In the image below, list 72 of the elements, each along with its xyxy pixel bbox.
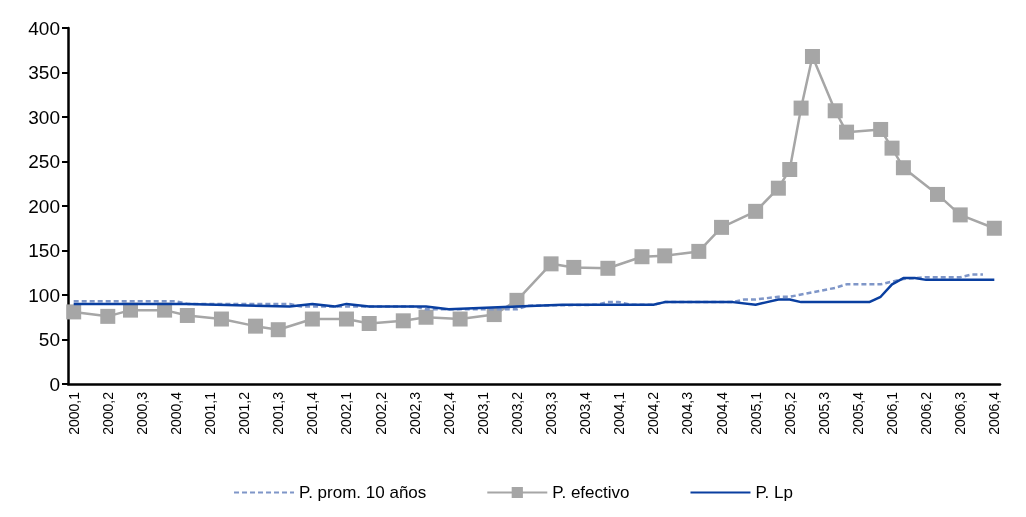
x-tick-label: 2004,2: [645, 391, 662, 435]
x-tick-label: 2006,2: [918, 391, 935, 435]
x-tick-label: 2001,3: [270, 391, 287, 435]
point: [884, 140, 900, 156]
point: [543, 256, 559, 272]
point: [179, 307, 195, 323]
x-tick-label: 2005,2: [781, 391, 798, 435]
point: [714, 219, 730, 235]
x-tick-label: 2000,2: [99, 391, 116, 435]
point: [929, 186, 945, 202]
point: [793, 100, 809, 116]
y-tick-label: 150: [28, 240, 60, 261]
x-tick-label: 2006,3: [952, 391, 969, 435]
x-tick-label: 2005,3: [815, 391, 832, 435]
point: [304, 311, 320, 327]
x-tick-label: 2005,4: [849, 391, 866, 435]
point: [600, 260, 616, 276]
y-tick-label: 350: [28, 62, 60, 83]
y-tick-label: 0: [49, 373, 60, 395]
point: [952, 207, 968, 223]
point: [691, 243, 707, 259]
point: [895, 160, 911, 176]
point: [361, 315, 377, 331]
point: [986, 220, 1002, 236]
point: [66, 304, 82, 320]
y-tick-label: 200: [28, 195, 60, 217]
y-tick-label: 300: [28, 106, 60, 128]
point: [839, 124, 855, 140]
x-tick-label: 2006,1: [884, 391, 901, 435]
point: [566, 259, 582, 275]
point: [338, 311, 354, 327]
legend-label: P. prom. 10 años: [299, 483, 427, 502]
x-tick-label: 2000,3: [133, 391, 150, 435]
point: [827, 103, 843, 119]
x-tick-label: 2001,1: [202, 391, 219, 435]
point: [657, 248, 673, 264]
x-tick-label: 2000,4: [167, 391, 184, 435]
y-tick-label: 250: [28, 151, 60, 172]
y-tick-label: 400: [28, 17, 60, 39]
point: [248, 318, 264, 334]
legend-label: P. efectivo: [552, 483, 630, 502]
point: [782, 162, 798, 178]
x-tick-label: 2004,1: [611, 391, 628, 435]
x-tick-label: 2003,3: [543, 391, 560, 435]
x-tick-label: 2002,2: [372, 391, 389, 435]
x-tick-label: 2003,1: [474, 391, 491, 435]
point: [213, 311, 229, 327]
point: [634, 249, 650, 265]
x-tick-label: 2002,3: [406, 391, 423, 435]
point: [100, 308, 116, 324]
x-tick-label: 2002,1: [338, 391, 355, 435]
point: [804, 48, 820, 64]
x-tick-label: 2002,4: [440, 391, 457, 435]
point: [395, 313, 411, 329]
x-tick-label: 2001,4: [304, 391, 321, 435]
point: [452, 311, 468, 327]
y-tick-label: 100: [28, 284, 60, 306]
x-tick-label: 2000,1: [65, 391, 82, 435]
x-tick-label: 2006,4: [986, 391, 1003, 435]
legend-label: P. Lp: [755, 483, 793, 502]
y-tick-label: 50: [38, 329, 60, 350]
x-tick-label: 2003,2: [508, 391, 525, 435]
point: [770, 180, 786, 196]
x-tick-label: 2004,4: [713, 391, 730, 435]
x-tick-label: 2001,2: [236, 391, 253, 435]
point: [418, 309, 434, 325]
x-tick-label: 2004,3: [679, 391, 696, 435]
point: [748, 203, 764, 219]
point: [270, 322, 286, 338]
x-tick-label: 2005,1: [747, 391, 764, 435]
x-tick-label: 2003,4: [577, 391, 594, 435]
point: [873, 121, 889, 137]
